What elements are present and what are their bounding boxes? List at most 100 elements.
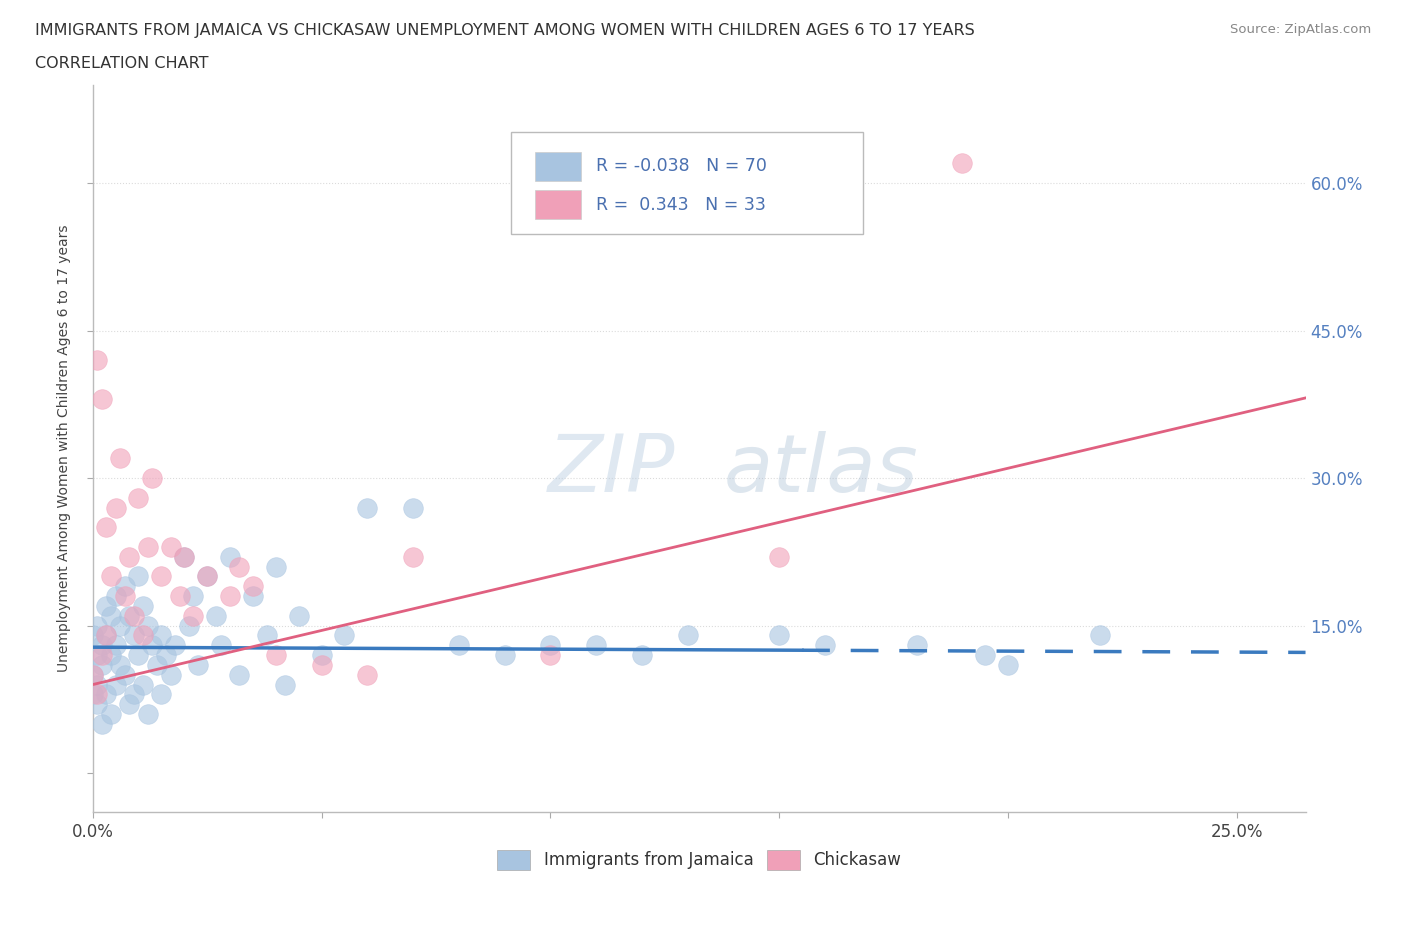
Point [132, 628, 155, 643]
Point [356, 500, 378, 515]
Point [228, 668, 250, 683]
Point [96, 628, 118, 643]
Point [136, 539, 159, 554]
FancyBboxPatch shape [512, 132, 863, 234]
Point [104, 677, 127, 692]
Point [538, 647, 561, 662]
Text: atlas: atlas [723, 432, 918, 510]
Point [86, 697, 108, 711]
Point [195, 569, 218, 584]
Point [676, 628, 699, 643]
Point [136, 618, 159, 633]
Point [256, 628, 278, 643]
Point [333, 628, 356, 643]
Point [1088, 628, 1111, 643]
Point [96, 520, 118, 535]
Point [183, 608, 205, 623]
Point [173, 550, 195, 565]
Point [90, 638, 112, 653]
Point [150, 569, 173, 584]
Point [90, 647, 112, 662]
Point [264, 559, 287, 574]
Bar [536, 191, 582, 219]
Point [86, 618, 108, 633]
Point [219, 550, 242, 565]
Text: R = -0.038   N = 70: R = -0.038 N = 70 [596, 157, 766, 175]
Point [108, 451, 131, 466]
Point [122, 628, 145, 643]
Point [195, 569, 218, 584]
Point [104, 638, 127, 653]
Point [242, 589, 264, 604]
Bar [536, 152, 582, 180]
Point [997, 658, 1019, 672]
Point [205, 608, 228, 623]
Point [86, 677, 108, 692]
Point [82, 668, 104, 683]
Point [150, 628, 173, 643]
Y-axis label: Unemployment Among Women with Children Ages 6 to 17 years: Unemployment Among Women with Children A… [58, 225, 72, 672]
Point [108, 618, 131, 633]
Point [127, 490, 149, 505]
Point [100, 707, 122, 722]
Point [814, 638, 837, 653]
Point [538, 638, 561, 653]
Point [127, 647, 149, 662]
Point [118, 697, 141, 711]
Point [974, 647, 997, 662]
Point [132, 677, 155, 692]
Point [114, 578, 136, 593]
Point [287, 608, 309, 623]
Point [104, 589, 127, 604]
Point [141, 471, 163, 485]
Point [90, 716, 112, 731]
Point [209, 638, 232, 653]
Point [100, 569, 122, 584]
Point [82, 668, 104, 683]
Text: R =  0.343   N = 33: R = 0.343 N = 33 [596, 196, 766, 214]
Point [90, 658, 112, 672]
Point [141, 638, 163, 653]
Point [585, 638, 607, 653]
Point [187, 658, 209, 672]
Text: Source: ZipAtlas.com: Source: ZipAtlas.com [1230, 23, 1371, 36]
Point [100, 647, 122, 662]
Point [118, 550, 141, 565]
Point [768, 628, 790, 643]
Point [402, 550, 425, 565]
Point [169, 589, 191, 604]
Point [96, 687, 118, 702]
Point [228, 559, 250, 574]
Point [122, 608, 145, 623]
Point [136, 707, 159, 722]
Point [950, 156, 973, 171]
Point [631, 647, 654, 662]
Point [173, 550, 195, 565]
Point [768, 550, 790, 565]
Point [356, 668, 378, 683]
Point [118, 608, 141, 623]
Point [104, 500, 127, 515]
Point [86, 352, 108, 367]
Point [82, 687, 104, 702]
Point [494, 647, 516, 662]
Text: ZIP: ZIP [547, 432, 675, 510]
Legend: Immigrants from Jamaica, Chickasaw: Immigrants from Jamaica, Chickasaw [496, 850, 901, 870]
Point [274, 677, 297, 692]
Point [311, 658, 333, 672]
Point [177, 618, 200, 633]
Point [100, 608, 122, 623]
Point [86, 647, 108, 662]
Point [96, 628, 118, 643]
Point [264, 647, 287, 662]
Point [242, 578, 264, 593]
Point [127, 569, 149, 584]
Point [82, 628, 104, 643]
Point [159, 539, 181, 554]
Point [114, 668, 136, 683]
Point [219, 589, 242, 604]
Point [447, 638, 470, 653]
Text: IMMIGRANTS FROM JAMAICA VS CHICKASAW UNEMPLOYMENT AMONG WOMEN WITH CHILDREN AGES: IMMIGRANTS FROM JAMAICA VS CHICKASAW UNE… [35, 23, 974, 38]
Point [311, 647, 333, 662]
Point [108, 658, 131, 672]
